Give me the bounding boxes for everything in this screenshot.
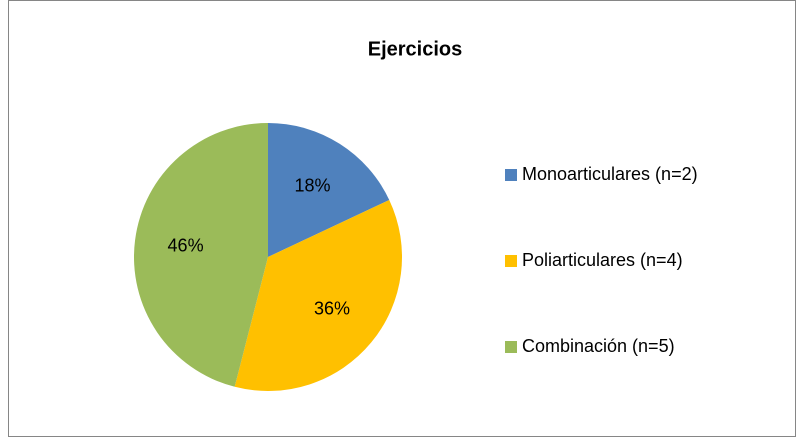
- pie-slice: [234, 199, 402, 391]
- pie-slice: [268, 123, 390, 257]
- legend-swatch: [505, 255, 517, 267]
- data-label: 36%: [314, 299, 350, 319]
- legend-label: Combinación (n=5): [522, 336, 675, 356]
- data-label: 18%: [295, 176, 331, 196]
- legend-swatch: [505, 341, 517, 353]
- data-label: 46%: [168, 235, 204, 255]
- pie-slice: [134, 122, 268, 387]
- chart-title: Ejercicios: [368, 38, 463, 60]
- legend-swatch: [505, 169, 517, 181]
- legend-label: Monoarticulares (n=2): [522, 164, 698, 184]
- legend-label: Poliarticulares (n=4): [522, 250, 683, 270]
- chart-frame: [8, 0, 796, 437]
